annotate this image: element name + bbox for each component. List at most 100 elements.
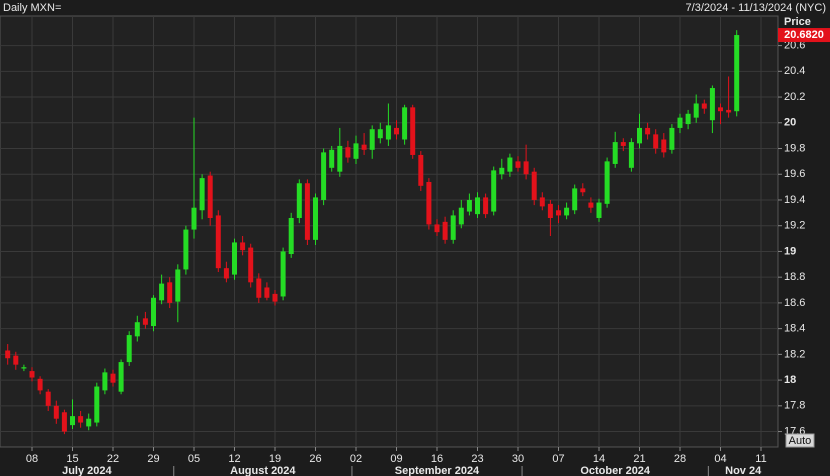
- candle-body: [110, 373, 116, 383]
- month-label: August 2024: [230, 465, 296, 476]
- y-tick-label: 20: [784, 117, 796, 129]
- candle-body: [499, 167, 505, 175]
- candle-body: [207, 175, 213, 218]
- candle-body: [564, 207, 570, 216]
- candle-body: [321, 152, 327, 200]
- candle-body: [402, 107, 408, 140]
- chart-title: Daily MXN=: [3, 2, 61, 14]
- x-tick-label: 22: [107, 453, 119, 465]
- auto-button[interactable]: Auto: [785, 433, 815, 448]
- candle-body: [523, 161, 529, 175]
- candle-body: [483, 197, 489, 215]
- candle-body: [45, 391, 51, 406]
- y-tick-label: 18.6: [784, 297, 805, 309]
- y-tick-label: 20.2: [784, 91, 805, 103]
- y-axis-title: Price: [784, 16, 811, 28]
- candle-body: [507, 157, 513, 172]
- candle-body: [434, 224, 440, 233]
- candle-body: [167, 282, 173, 303]
- x-tick-label: 11: [755, 453, 766, 465]
- candle-body: [410, 107, 416, 155]
- y-tick-label: 20.6: [784, 39, 805, 51]
- candle-body: [272, 293, 278, 302]
- candle-body: [458, 207, 464, 225]
- candle-body: [726, 109, 732, 113]
- candle-body: [183, 229, 189, 270]
- x-tick-label: 02: [350, 453, 362, 465]
- candle-body: [329, 149, 335, 168]
- candle-body: [385, 125, 391, 140]
- x-tick-label: 09: [390, 453, 402, 465]
- candle-body: [240, 242, 246, 251]
- x-tick-label: 15: [66, 453, 78, 465]
- candle-body: [685, 113, 691, 125]
- candle-body: [126, 335, 132, 363]
- candle-body: [515, 161, 521, 168]
- candle-body: [296, 183, 302, 218]
- y-tick-label: 19: [784, 245, 796, 257]
- candle-body: [248, 247, 254, 283]
- candle-body: [175, 269, 181, 302]
- candle-body: [142, 318, 148, 325]
- x-tick-label: 04: [714, 453, 726, 465]
- candle-body: [661, 139, 667, 153]
- last-price-label: 20.6820: [784, 29, 824, 41]
- candle-body: [151, 297, 156, 327]
- candle-body: [118, 362, 124, 392]
- candle-body: [693, 103, 699, 118]
- candle-body: [450, 215, 456, 240]
- auto-button-box[interactable]: [785, 433, 815, 448]
- candle-body: [377, 129, 383, 139]
- candle-body: [21, 367, 27, 369]
- candle-body: [604, 161, 610, 204]
- candle-body: [369, 129, 375, 150]
- candle-body: [612, 142, 618, 164]
- candle-body: [215, 215, 221, 269]
- candle-body: [709, 88, 715, 121]
- candle-body: [304, 183, 310, 240]
- candle-body: [580, 188, 586, 193]
- x-tick-label: 08: [26, 453, 38, 465]
- candle-body: [191, 207, 197, 230]
- candle-body: [475, 197, 480, 215]
- candle-body: [337, 145, 343, 172]
- candle-body: [94, 386, 100, 423]
- candle-body: [466, 199, 472, 212]
- month-label: October 2024: [580, 465, 651, 476]
- candle-body: [86, 418, 92, 427]
- candle-body: [353, 143, 359, 159]
- candle-body: [491, 170, 497, 212]
- month-label: September 2024: [395, 465, 480, 476]
- candle-body: [70, 416, 75, 426]
- candle-body: [628, 142, 634, 168]
- candle-body: [264, 287, 270, 298]
- y-tick-label: 18.8: [784, 271, 805, 283]
- candle-body: [620, 142, 626, 146]
- candle-body: [345, 147, 351, 158]
- month-label: Nov 24: [725, 465, 762, 476]
- candle-body: [78, 416, 84, 423]
- candle-body: [13, 355, 19, 365]
- x-tick-label: 16: [431, 453, 443, 465]
- candle-body: [426, 181, 432, 225]
- x-tick-label: 28: [674, 453, 686, 465]
- candle-body: [718, 107, 723, 112]
- x-tick-label: 07: [552, 453, 564, 465]
- y-tick-label: 18: [784, 374, 796, 386]
- candle-body: [53, 405, 59, 419]
- candle-body: [418, 154, 424, 186]
- candle-body: [5, 350, 11, 359]
- candle-body: [531, 171, 537, 200]
- candle-body: [442, 221, 448, 240]
- candle-body: [653, 134, 659, 149]
- candle-body: [556, 210, 561, 216]
- y-tick-label: 19.4: [784, 194, 805, 206]
- candle-body: [361, 144, 367, 150]
- candle-body: [61, 412, 67, 432]
- x-tick-label: 21: [633, 453, 645, 465]
- candle-body: [394, 127, 399, 135]
- candle-body: [29, 371, 35, 378]
- candle-body: [102, 372, 108, 391]
- auto-button-label[interactable]: Auto: [789, 435, 812, 447]
